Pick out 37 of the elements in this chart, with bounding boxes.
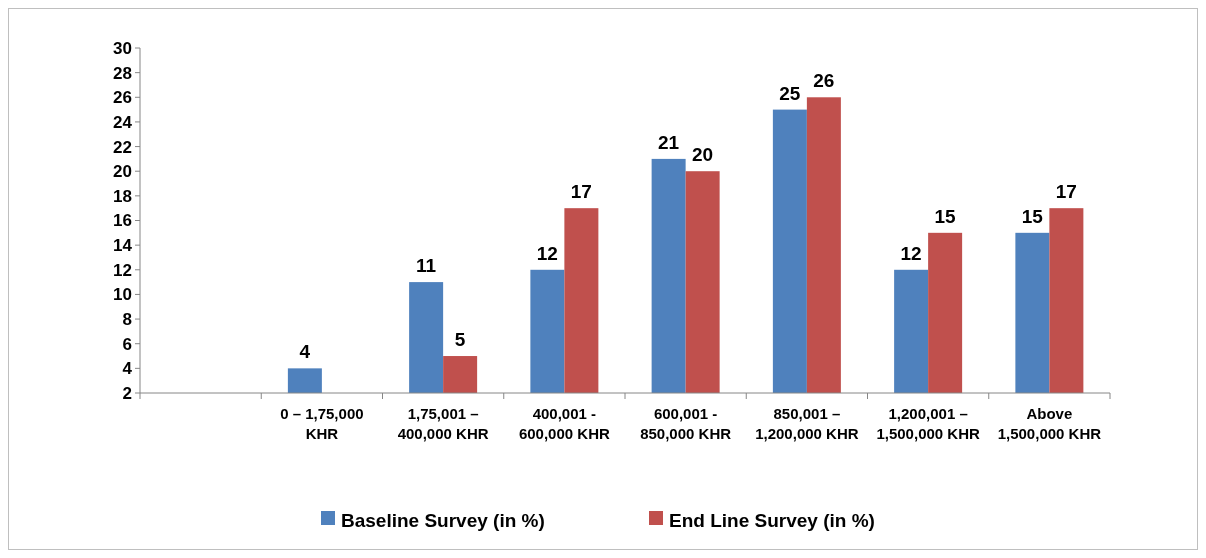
y-tick-label: 18 (113, 186, 132, 206)
legend-label: Baseline Survey (in %) (341, 509, 545, 531)
y-tick-label: 12 (113, 260, 132, 280)
data-label: 12 (536, 242, 558, 264)
y-tick-label: 14 (113, 236, 133, 256)
data-label: 5 (454, 329, 466, 351)
data-label: 17 (570, 181, 592, 203)
data-label: 11 (416, 255, 437, 277)
data-label: 4 (299, 341, 311, 363)
y-tick-label: 2 (122, 383, 132, 403)
y-tick-label: 10 (113, 285, 132, 305)
x-tick-label: 600,001 - 850,000 KHR (640, 405, 732, 442)
y-tick-label: 24 (113, 112, 133, 132)
x-tick-label: Above 1,500,000 KHR (997, 405, 1102, 442)
legend-label: End Line Survey (in %) (669, 509, 875, 531)
data-label: 17 (1055, 181, 1077, 203)
y-tick-label: 6 (122, 334, 132, 354)
x-tick-label: 1,200,001 – 1,500,000 KHR (876, 405, 980, 442)
data-label: 15 (934, 205, 957, 227)
x-tick-label: 850,001 – 1,200,000 KHR (755, 405, 859, 442)
y-tick-label: 30 (113, 38, 132, 58)
y-tick-label: 16 (113, 211, 132, 231)
data-label: 12 (900, 242, 922, 264)
data-label: 21 (658, 131, 680, 153)
x-tick-label: 400,001 - 600,000 KHR (518, 405, 610, 442)
data-label: 26 (813, 70, 835, 92)
y-tick-label: 4 (122, 359, 133, 379)
y-tick-label: 26 (113, 88, 132, 108)
x-tick-label: 1,75,001 – 400,000 KHR (397, 405, 489, 442)
x-tick-label: 0 – 1,75,000 KHR (280, 405, 364, 442)
data-label: 15 (1021, 205, 1044, 227)
y-tick-label: 20 (113, 162, 132, 182)
y-tick-label: 8 (122, 310, 132, 330)
y-tick-label: 28 (113, 63, 132, 83)
data-label: 20 (692, 144, 714, 166)
y-tick-label: 22 (113, 137, 132, 157)
data-label: 25 (779, 82, 801, 104)
